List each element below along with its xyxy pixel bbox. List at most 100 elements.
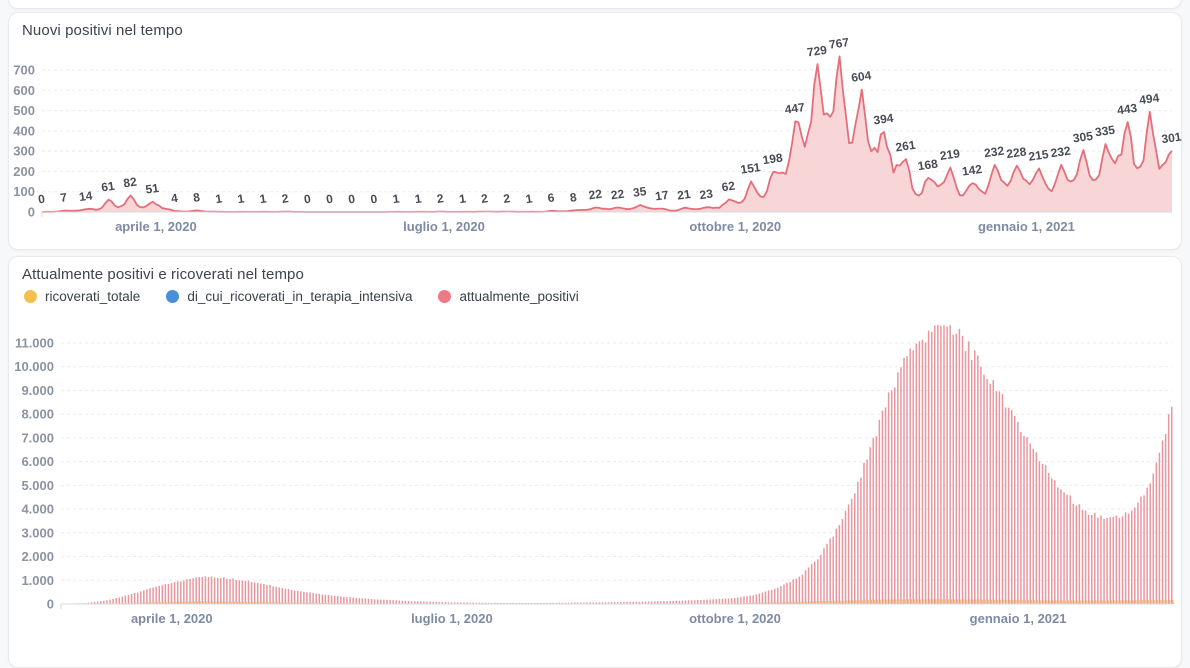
svg-text:7.000: 7.000: [21, 430, 54, 445]
legend-item-di_cui_ricoverati_in_terapia_intensiva[interactable]: di_cui_ricoverati_in_terapia_intensiva: [166, 289, 412, 304]
svg-text:300: 300: [13, 144, 35, 159]
svg-text:gennaio 1, 2021: gennaio 1, 2021: [970, 611, 1067, 626]
svg-text:604: 604: [850, 68, 872, 85]
svg-text:1: 1: [458, 191, 467, 206]
svg-text:400: 400: [13, 123, 35, 138]
active-positives-card: Attualmente positivi e ricoverati nel te…: [8, 256, 1182, 668]
svg-text:61: 61: [100, 179, 115, 195]
area-series-nuovi-positivi: [42, 56, 1172, 212]
svg-text:6.000: 6.000: [21, 454, 54, 469]
svg-text:22: 22: [588, 187, 603, 203]
svg-text:luglio 1, 2020: luglio 1, 2020: [403, 219, 485, 234]
svg-text:168: 168: [917, 157, 939, 174]
svg-text:5.000: 5.000: [21, 478, 54, 493]
svg-text:261: 261: [895, 138, 917, 155]
legend-dot-icon: [24, 290, 37, 303]
legend-label: di_cui_ricoverati_in_terapia_intensiva: [187, 289, 412, 304]
y-axis-labels: 0 1.000 2.000 3.000 4.000 5.000 6.000 7.000 8.00…: [14, 336, 54, 612]
legend-item-ricoverati_totale[interactable]: ricoverati_totale: [24, 289, 140, 304]
card-partial-top: [8, 0, 1182, 9]
svg-text:0: 0: [28, 205, 35, 220]
active-positives-title: Attualmente positivi e ricoverati nel te…: [22, 266, 304, 283]
svg-text:luglio 1, 2020: luglio 1, 2020: [411, 611, 493, 626]
svg-text:9.000: 9.000: [21, 383, 54, 398]
svg-text:35: 35: [632, 184, 647, 200]
svg-text:200: 200: [13, 164, 35, 179]
svg-text:51: 51: [145, 181, 160, 197]
svg-text:2: 2: [436, 191, 445, 206]
x-axis: [42, 212, 1172, 217]
svg-text:0: 0: [47, 597, 54, 612]
svg-text:8: 8: [569, 190, 578, 205]
svg-text:1: 1: [214, 191, 223, 206]
svg-text:494: 494: [1138, 90, 1160, 107]
svg-text:17: 17: [654, 188, 669, 204]
legend-label: attualmente_positivi: [459, 289, 578, 304]
svg-text:228: 228: [1005, 144, 1027, 161]
svg-text:1: 1: [392, 191, 401, 206]
svg-text:1: 1: [237, 191, 246, 206]
legend-label: ricoverati_totale: [45, 289, 140, 304]
svg-text:305: 305: [1072, 129, 1094, 146]
legend-dot-icon: [166, 290, 179, 303]
svg-text:gennaio 1, 2021: gennaio 1, 2021: [978, 219, 1075, 234]
legend-item-attualmente_positivi[interactable]: attualmente_positivi: [438, 289, 578, 304]
svg-text:2.000: 2.000: [21, 549, 54, 564]
svg-text:7: 7: [59, 190, 68, 205]
svg-text:100: 100: [13, 184, 35, 199]
svg-text:500: 500: [13, 103, 35, 118]
svg-text:82: 82: [122, 175, 137, 191]
active-positives-chart[interactable]: 0 1.000 2.000 3.000 4.000 5.000 6.000 7.000 8.00…: [9, 311, 1181, 667]
svg-text:1: 1: [525, 191, 534, 206]
x-axis: [61, 604, 1172, 609]
svg-text:8.000: 8.000: [21, 407, 54, 422]
svg-text:4.000: 4.000: [21, 502, 54, 517]
svg-text:142: 142: [961, 162, 983, 179]
svg-text:301: 301: [1161, 130, 1183, 147]
svg-text:232: 232: [983, 144, 1005, 161]
svg-text:1.000: 1.000: [21, 573, 54, 588]
svg-text:3.000: 3.000: [21, 525, 54, 540]
svg-text:4: 4: [170, 191, 179, 206]
svg-text:8: 8: [192, 190, 201, 205]
svg-text:0: 0: [370, 192, 379, 207]
svg-text:219: 219: [939, 146, 961, 163]
svg-text:1: 1: [414, 191, 423, 206]
svg-text:22: 22: [610, 187, 625, 203]
svg-text:447: 447: [784, 100, 806, 117]
svg-text:0: 0: [347, 192, 356, 207]
svg-text:335: 335: [1094, 123, 1116, 140]
svg-text:14: 14: [78, 188, 93, 204]
svg-text:394: 394: [873, 111, 895, 128]
chart-legend: ricoverati_totale di_cui_ricoverati_in_te…: [24, 288, 579, 304]
svg-text:23: 23: [699, 186, 714, 202]
svg-text:2: 2: [281, 191, 290, 206]
svg-text:700: 700: [13, 63, 35, 78]
gridlines: [42, 70, 1172, 192]
legend-dot-icon: [438, 290, 451, 303]
svg-text:600: 600: [13, 83, 35, 98]
svg-text:2: 2: [502, 191, 511, 206]
svg-text:0: 0: [37, 192, 46, 207]
svg-text:198: 198: [762, 150, 784, 167]
svg-text:ottobre 1, 2020: ottobre 1, 2020: [689, 611, 781, 626]
svg-text:0: 0: [303, 192, 312, 207]
svg-text:6: 6: [547, 190, 556, 205]
svg-text:729: 729: [806, 43, 828, 60]
svg-text:767: 767: [828, 35, 850, 52]
svg-text:443: 443: [1116, 101, 1138, 118]
svg-text:215: 215: [1028, 147, 1050, 164]
svg-text:11.000: 11.000: [15, 336, 54, 351]
svg-text:aprile 1, 2020: aprile 1, 2020: [115, 219, 197, 234]
svg-text:21: 21: [676, 187, 691, 203]
svg-text:62: 62: [721, 179, 736, 195]
svg-text:232: 232: [1050, 144, 1072, 161]
svg-text:ottobre 1, 2020: ottobre 1, 2020: [689, 219, 781, 234]
svg-text:0: 0: [325, 192, 334, 207]
y-axis-labels: 0 100 200 300 400 500 600 700: [13, 63, 35, 220]
x-axis-labels: aprile 1, 2020 luglio 1, 2020 ottobre 1, 2…: [115, 219, 1075, 234]
svg-text:151: 151: [740, 160, 762, 177]
